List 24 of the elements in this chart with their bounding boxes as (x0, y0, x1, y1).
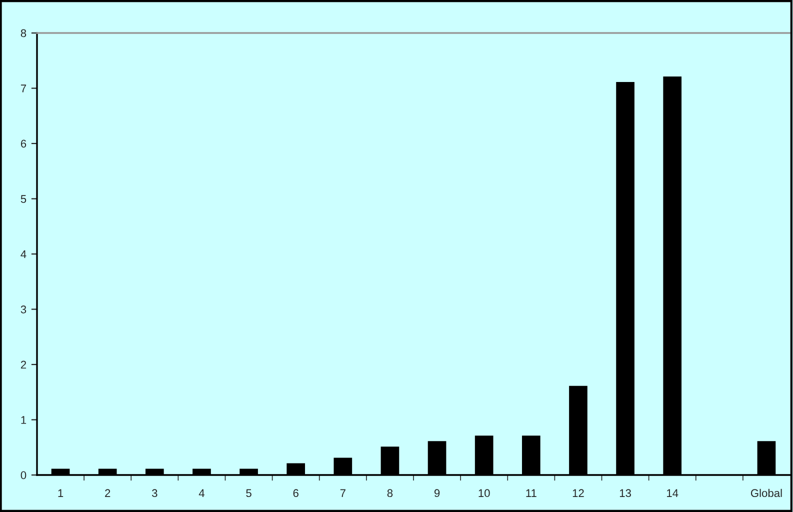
x-tick-label: 14 (667, 489, 678, 497)
x-tick-label: 4 (198, 489, 204, 497)
x-tick-label: 12 (572, 489, 584, 497)
x-tick-label: 10 (478, 489, 490, 498)
y-tick-label: 8 (20, 29, 26, 38)
y-tick-label: 1 (21, 416, 26, 424)
y-tick-label: 6 (20, 140, 26, 148)
x-tick-label: 2 (105, 489, 110, 497)
x-tick-label: 3 (152, 489, 158, 498)
y-tick-label: 2 (20, 360, 26, 369)
x-tick-label: 9 (434, 489, 440, 498)
y-tick-label: 7 (20, 84, 26, 92)
x-tick-label: 1 (58, 489, 64, 497)
x-tick-label: 13 (620, 489, 631, 498)
x-tick-label: 7 (340, 489, 346, 497)
y-tick-label: 0 (20, 471, 26, 480)
x-tick-label: 8 (387, 489, 393, 498)
x-tick-label: 11 (526, 489, 536, 497)
x-tick-label: 5 (246, 489, 252, 498)
y-tick-label: 5 (20, 195, 26, 203)
x-tick-label: Global (750, 488, 782, 498)
y-tick-label: 4 (20, 250, 26, 258)
x-tick-label: 6 (293, 489, 298, 498)
y-tick-label: 3 (20, 306, 26, 314)
